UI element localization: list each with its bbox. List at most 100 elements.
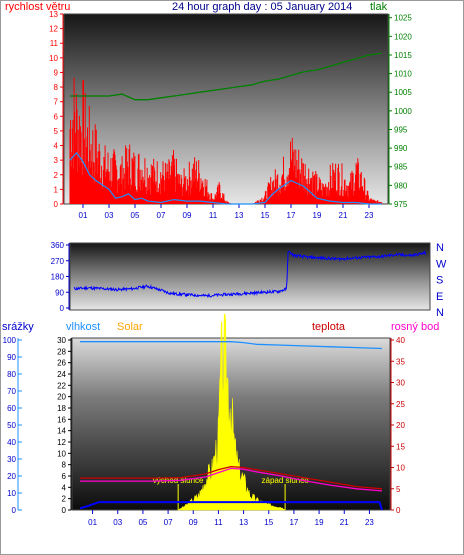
rain-tick-label: 6 <box>62 472 67 481</box>
wind-tick-label: 2 <box>54 171 59 180</box>
percent-tick-label: 30 <box>7 455 16 464</box>
percent-tick-label: 60 <box>7 404 16 413</box>
temperature-tick-label: 15 <box>396 442 405 451</box>
x-tick-label: 01 <box>79 211 88 220</box>
rain-tick-label: 30 <box>57 336 66 345</box>
direction-tick-label: 180 <box>51 273 65 282</box>
wind-tick-label: 6 <box>54 112 59 121</box>
pressure-line <box>70 52 383 101</box>
x-tick-label: 07 <box>157 211 166 220</box>
solar-area <box>177 313 286 511</box>
compass-label: N <box>436 242 444 254</box>
plot-area-direction <box>69 242 431 311</box>
x-tick-label: 07 <box>164 518 173 527</box>
x-tick-label: 05 <box>138 518 147 527</box>
wind-tick-label: 9 <box>54 68 59 77</box>
temperature-tick-label: 5 <box>396 485 401 494</box>
x-tick-label: 09 <box>183 211 192 220</box>
temperature-tick-label: 20 <box>396 421 405 430</box>
x-tick-label: 21 <box>340 518 349 527</box>
wind-tick-label: 3 <box>54 156 59 165</box>
percent-tick-label: 10 <box>7 489 16 498</box>
pressure-label: tlak <box>370 1 388 13</box>
rain-tick-label: 20 <box>57 393 66 402</box>
x-tick-label: 15 <box>264 518 273 527</box>
wind-tick-label: 4 <box>54 142 59 151</box>
pressure-tick-label: 1015 <box>394 51 412 60</box>
x-tick-label: 05 <box>131 211 140 220</box>
x-tick-label: 09 <box>189 518 198 527</box>
rain-tick-label: 0 <box>62 506 67 515</box>
legend-temperature: teplota <box>312 321 346 333</box>
compass-label: N <box>436 307 444 319</box>
wind-tick-label: 8 <box>54 83 59 92</box>
pressure-tick-label: 980 <box>394 181 408 190</box>
temperature-tick-label: 40 <box>396 336 405 345</box>
temperature-tick-label: 35 <box>396 357 405 366</box>
direction-tick-label: 90 <box>55 288 64 297</box>
x-tick-label: 15 <box>261 211 270 220</box>
rain-tick-label: 12 <box>57 438 66 447</box>
pressure-tick-label: 1020 <box>394 32 412 41</box>
humidity-line <box>80 341 383 350</box>
x-tick-label: 03 <box>105 211 114 220</box>
wind-tick-label: 13 <box>49 10 58 19</box>
percent-tick-label: 80 <box>7 370 16 379</box>
x-tick-label: 13 <box>235 211 244 220</box>
x-tick-label: 03 <box>113 518 122 527</box>
legend-humidity: vlhkost <box>66 321 100 333</box>
direction-tick-label: 0 <box>60 304 65 313</box>
wind-tick-label: 7 <box>54 98 59 107</box>
compass-label: W <box>436 258 447 270</box>
pressure-tick-label: 1005 <box>394 88 412 97</box>
x-tick-label: 23 <box>365 518 374 527</box>
wind-speed-label: rychlost větru <box>5 1 70 13</box>
temperature-line <box>80 465 383 490</box>
percent-tick-label: 40 <box>7 438 16 447</box>
rain-tick-label: 26 <box>57 359 66 368</box>
x-tick-label: 21 <box>339 211 348 220</box>
sunset-label: západ slunce <box>262 476 310 485</box>
wind-tick-label: 0 <box>54 200 59 209</box>
wind-tick-label: 12 <box>49 25 58 34</box>
x-tick-label: 11 <box>209 211 218 220</box>
rain-tick-label: 2 <box>62 495 67 504</box>
pressure-tick-label: 975 <box>394 200 408 209</box>
direction-tick-label: 270 <box>51 257 65 266</box>
wind-tick-label: 10 <box>49 54 58 63</box>
pressure-tick-label: 990 <box>394 144 408 153</box>
rain-tick-label: 18 <box>57 404 66 413</box>
rain-tick-label: 28 <box>57 347 66 356</box>
wind-tick-label: 5 <box>54 127 59 136</box>
percent-tick-label: 50 <box>7 421 16 430</box>
x-tick-label: 11 <box>214 518 223 527</box>
wind-speed-bars <box>69 77 383 204</box>
x-tick-label: 19 <box>313 211 322 220</box>
wind-direction-line <box>73 249 427 298</box>
x-tick-label: 13 <box>239 518 248 527</box>
percent-tick-label: 100 <box>3 336 17 345</box>
temperature-tick-label: 10 <box>396 464 405 473</box>
compass-label: S <box>436 275 443 287</box>
percent-tick-label: 90 <box>7 353 16 362</box>
dewpoint-line <box>80 467 383 492</box>
rain-tick-label: 8 <box>62 461 67 470</box>
legend-solar: Solar <box>117 321 143 333</box>
rain-tick-label: 4 <box>62 483 67 492</box>
temperature-tick-label: 25 <box>396 400 405 409</box>
x-tick-label: 01 <box>88 518 97 527</box>
rain-tick-label: 14 <box>57 427 66 436</box>
rain-tick-label: 24 <box>57 370 66 379</box>
x-tick-label: 17 <box>289 518 298 527</box>
percent-tick-label: 0 <box>12 506 17 515</box>
pressure-tick-label: 1000 <box>394 107 412 116</box>
compass-label: E <box>436 291 443 303</box>
x-tick-label: 23 <box>365 211 374 220</box>
legend-dewpoint: rosný bod <box>391 321 439 333</box>
temperature-tick-label: 0 <box>396 506 401 515</box>
legend-rain: srážky <box>2 321 34 333</box>
pressure-tick-label: 995 <box>394 125 408 134</box>
rain-tick-label: 22 <box>57 381 66 390</box>
temperature-tick-label: 30 <box>396 379 405 388</box>
